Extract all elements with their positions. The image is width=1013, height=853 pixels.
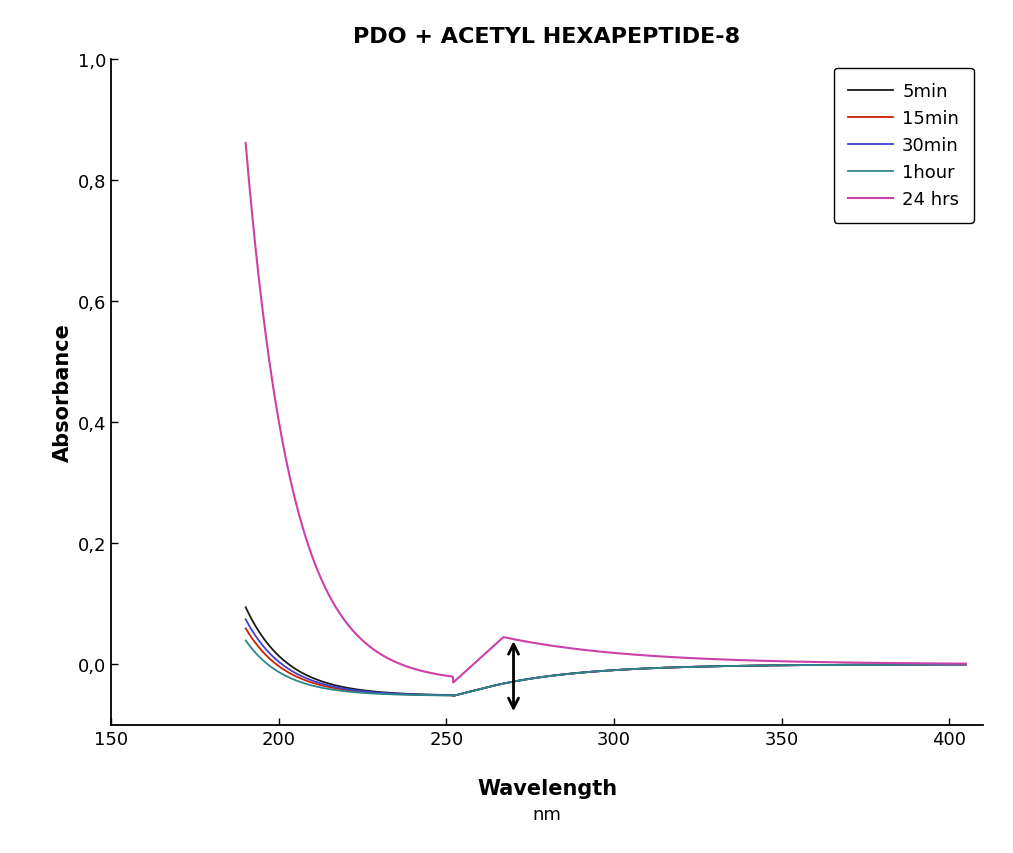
30min — [722, 661, 734, 671]
15min — [722, 661, 734, 671]
Text: nm: nm — [533, 805, 561, 823]
15min — [240, 624, 252, 634]
15min — [465, 687, 477, 697]
Legend: 5min, 15min, 30min, 1hour, 24 hrs: 5min, 15min, 30min, 1hour, 24 hrs — [834, 69, 973, 223]
1hour — [959, 659, 971, 670]
30min — [240, 614, 252, 624]
1hour — [240, 635, 252, 646]
30min — [919, 659, 931, 670]
15min — [447, 691, 459, 701]
5min — [689, 662, 701, 672]
5min — [586, 667, 598, 677]
15min — [586, 667, 598, 677]
1hour — [919, 659, 931, 670]
5min — [722, 661, 734, 671]
24 hrs — [588, 646, 600, 656]
30min — [959, 659, 971, 670]
1hour — [447, 691, 459, 701]
15min — [689, 662, 701, 672]
15min — [959, 659, 971, 670]
30min — [586, 667, 598, 677]
Text: Wavelength: Wavelength — [477, 778, 617, 798]
Title: PDO + ACETYL HEXAPEPTIDE-8: PDO + ACETYL HEXAPEPTIDE-8 — [354, 27, 741, 47]
5min — [959, 659, 971, 670]
24 hrs — [586, 646, 598, 656]
30min — [588, 667, 600, 677]
24 hrs — [447, 677, 459, 688]
24 hrs — [919, 659, 931, 669]
30min — [689, 662, 701, 672]
Y-axis label: Absorbance: Absorbance — [53, 323, 73, 461]
5min — [240, 602, 252, 612]
5min — [465, 687, 477, 697]
1hour — [689, 662, 701, 672]
15min — [919, 659, 931, 670]
Line: 24 hrs: 24 hrs — [246, 144, 965, 682]
Line: 5min: 5min — [246, 607, 965, 696]
1hour — [588, 667, 600, 677]
Line: 1hour: 1hour — [246, 641, 965, 696]
15min — [588, 667, 600, 677]
5min — [588, 667, 600, 677]
Line: 15min: 15min — [246, 629, 965, 696]
1hour — [722, 661, 734, 671]
1hour — [586, 667, 598, 677]
30min — [465, 687, 477, 697]
24 hrs — [722, 655, 734, 665]
30min — [447, 691, 459, 701]
24 hrs — [465, 661, 477, 671]
24 hrs — [689, 653, 701, 664]
1hour — [465, 687, 477, 697]
24 hrs — [240, 139, 252, 149]
5min — [919, 659, 931, 670]
Line: 30min: 30min — [246, 619, 965, 696]
24 hrs — [959, 659, 971, 669]
5min — [447, 691, 459, 701]
